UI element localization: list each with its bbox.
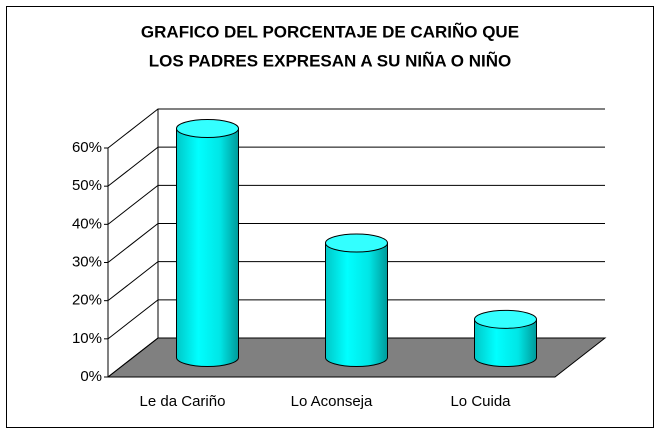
cylinder-top	[325, 233, 388, 253]
y-tick-label: 0%	[80, 368, 102, 385]
grid-line	[107, 223, 605, 263]
grid-line	[107, 261, 605, 302]
cylinder-top	[474, 309, 537, 329]
chart-subtitle: LOS PADRES EXPRESAN A SU NIÑA O NIÑO	[149, 50, 511, 70]
y-tick-label: 30%	[72, 253, 102, 270]
x-tick-label: Lo Cuida	[450, 393, 511, 410]
cylinder	[474, 318, 537, 367]
grid-line	[107, 299, 605, 340]
cylinder	[176, 128, 239, 367]
grid-line	[107, 146, 605, 187]
cylinder-top	[176, 119, 239, 138]
grid-line	[107, 184, 605, 225]
y-tick-label: 40%	[72, 215, 102, 232]
grid-line	[107, 337, 605, 378]
y-tick-label: 50%	[72, 177, 102, 194]
cylinder	[325, 242, 388, 367]
x-tick-label: Le da Cariño	[140, 393, 226, 410]
y-tick-label: 10%	[72, 330, 102, 347]
x-tick-label: Lo Aconseja	[291, 393, 373, 410]
grid-line	[107, 108, 605, 149]
y-tick-label: 20%	[72, 292, 102, 309]
y-tick-label: 60%	[72, 139, 102, 156]
chart-title: GRAFICO DEL PORCENTAJE DE CARIÑO QUE	[141, 21, 519, 41]
